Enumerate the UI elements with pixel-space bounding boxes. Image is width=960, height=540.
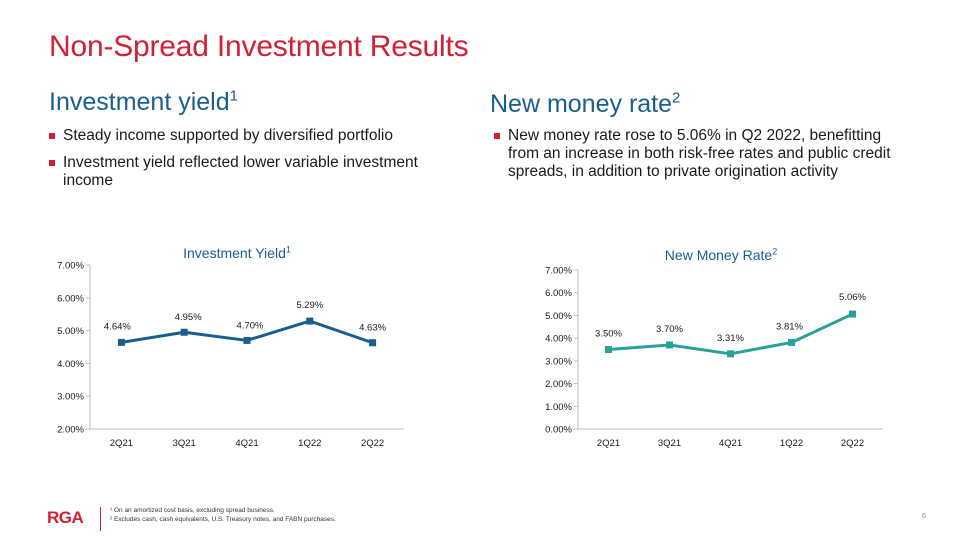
chart-1-title: Investment Yield1 (107, 245, 367, 261)
y-tick-label: 4.00% (545, 334, 572, 345)
data-label: 3.70% (656, 324, 683, 335)
data-label: 5.06% (839, 292, 866, 303)
investment-yield-heading-text: Investment yield (49, 88, 230, 116)
footnote-ref-1: 1 (229, 87, 238, 105)
footnote-2: ² Excludes cash, cash equivalents, U.S. … (110, 516, 336, 523)
page-number: 6 (922, 513, 926, 520)
data-label: 5.29% (296, 300, 323, 311)
new-money-rate-heading: New money rate2 (490, 90, 680, 119)
chart-2-title-text: New Money Rate (664, 247, 773, 263)
y-tick-label: 5.00% (57, 326, 84, 337)
data-label: 4.95% (175, 312, 202, 323)
slide-title: Non-Spread Investment Results (49, 30, 469, 63)
y-tick-label: 7.00% (545, 266, 572, 277)
data-label: 4.70% (237, 320, 264, 331)
data-point (849, 310, 856, 318)
data-label: 4.64% (104, 321, 131, 332)
data-point (369, 339, 377, 347)
y-tick-label: 2.00% (545, 379, 572, 390)
data-point (788, 338, 795, 346)
bullet-item: Steady income supported by diversified p… (49, 127, 449, 145)
data-point (243, 336, 251, 344)
y-tick-label: 5.00% (545, 311, 572, 322)
y-tick-label: 3.00% (57, 392, 84, 403)
rga-logo: RGA (47, 508, 84, 527)
data-label: 3.50% (595, 329, 622, 340)
x-tick-label: 4Q21 (235, 438, 258, 449)
data-label: 3.31% (717, 333, 744, 344)
data-label: 3.81% (776, 321, 803, 332)
data-point (727, 350, 734, 358)
x-tick-label: 1Q22 (298, 438, 321, 449)
chart-1-title-text: Investment Yield (183, 245, 286, 261)
x-tick-label: 2Q22 (841, 438, 864, 449)
bullet-item: Investment yield reflected lower variabl… (49, 154, 449, 190)
data-label: 4.63% (359, 323, 386, 334)
footnote-1: ¹ On an amortized cost basis, excluding … (110, 507, 275, 514)
x-tick-label: 2Q22 (361, 438, 384, 449)
x-tick-label: 3Q21 (173, 438, 196, 449)
x-tick-label: 2Q21 (597, 438, 620, 449)
y-tick-label: 6.00% (545, 288, 572, 299)
y-tick-label: 4.00% (57, 359, 84, 370)
y-tick-label: 1.00% (545, 402, 572, 413)
data-point (605, 346, 612, 353)
data-point (666, 341, 673, 349)
x-tick-label: 4Q21 (719, 438, 742, 449)
chart-2-title: New Money Rate2 (591, 247, 851, 263)
data-point (180, 328, 188, 336)
data-point (117, 338, 125, 346)
chart-2-title-sup: 2 (772, 246, 778, 257)
new-money-rate-bullets: New money rate rose to 5.06% in Q2 2022,… (494, 127, 914, 190)
y-tick-label: 0.00% (545, 425, 572, 436)
footer-divider (100, 507, 101, 531)
data-point (306, 317, 314, 325)
new-money-rate-heading-text: New money rate (490, 90, 673, 118)
footnote-ref-2: 2 (672, 89, 681, 107)
investment-yield-bullets: Steady income supported by diversified p… (49, 127, 449, 199)
x-tick-label: 2Q21 (110, 438, 133, 449)
bullet-item: New money rate rose to 5.06% in Q2 2022,… (494, 127, 914, 181)
investment-yield-heading: Investment yield1 (49, 88, 238, 117)
x-tick-label: 3Q21 (658, 438, 681, 449)
chart-1-title-sup: 1 (285, 244, 291, 255)
x-tick-label: 1Q22 (780, 438, 803, 449)
y-tick-label: 6.00% (57, 293, 84, 304)
y-tick-label: 7.00% (57, 261, 84, 272)
y-tick-label: 3.00% (545, 356, 572, 367)
y-tick-label: 2.00% (57, 425, 84, 436)
